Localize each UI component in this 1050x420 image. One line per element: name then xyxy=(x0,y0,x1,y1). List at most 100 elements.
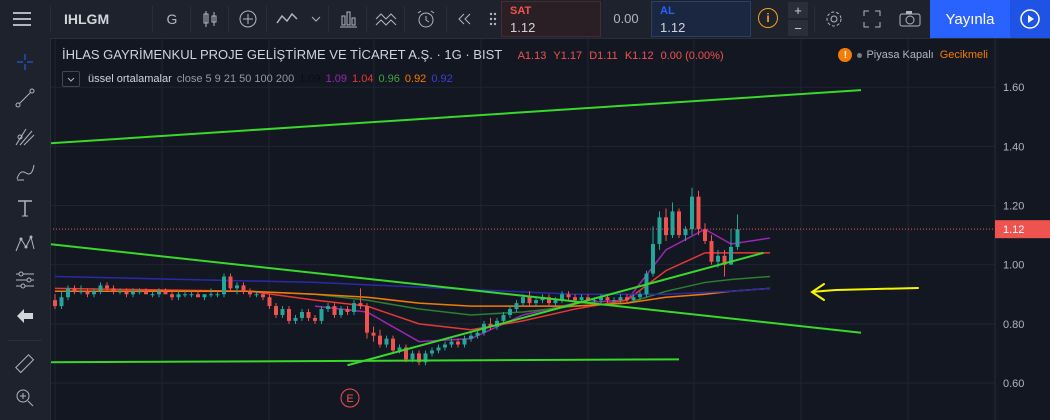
candle-body xyxy=(631,297,636,301)
publish-button[interactable]: Yayınla xyxy=(930,0,1010,38)
fullscreen-icon[interactable] xyxy=(856,0,888,38)
candle-body xyxy=(66,288,70,298)
candle-body xyxy=(384,338,389,345)
market-status[interactable]: ! Piyasa Kapalı Gecikmeli xyxy=(838,48,988,62)
alarm-clock-icon[interactable] xyxy=(408,0,444,38)
ruler-icon[interactable] xyxy=(0,348,50,380)
publish-label: Yayınla xyxy=(945,10,995,28)
text-tool-icon[interactable] xyxy=(0,192,50,224)
menu-icon[interactable] xyxy=(0,0,44,38)
sell-price: 1.12 xyxy=(510,20,536,35)
candle-body xyxy=(729,246,733,265)
indicator-legend: üssel ortalamalar close 5 9 21 50 100 20… xyxy=(62,71,458,87)
candle-body xyxy=(300,312,304,318)
arrow-left-icon[interactable] xyxy=(0,300,50,332)
play-button[interactable] xyxy=(1010,0,1050,38)
y-tick-label: 1.00 xyxy=(1003,260,1024,272)
interval-button[interactable]: G xyxy=(156,0,188,38)
candle-body xyxy=(215,294,220,296)
drawing-toolbar xyxy=(0,38,51,420)
candle-body xyxy=(85,291,90,295)
financials-icon[interactable] xyxy=(370,0,402,38)
candle-body xyxy=(124,291,129,295)
minus-button[interactable]: − xyxy=(788,20,808,36)
zoom-in-icon[interactable] xyxy=(0,382,50,414)
last-price-tag xyxy=(995,220,1050,239)
candle-body xyxy=(618,297,623,301)
plus-button[interactable]: + xyxy=(788,2,808,18)
rewind-icon[interactable] xyxy=(450,0,478,38)
chart-legend: İHLAS GAYRİMENKUL PROJE GELİŞTİRME VE Tİ… xyxy=(62,47,724,62)
compare-icon[interactable] xyxy=(332,0,364,38)
ema-value: 1.04 xyxy=(352,73,374,85)
candle-body xyxy=(579,297,584,301)
candle-body xyxy=(638,294,642,298)
candle-body xyxy=(176,294,181,298)
brush-icon[interactable] xyxy=(0,156,50,188)
candle-body xyxy=(423,353,428,363)
y-tick-label: 1.20 xyxy=(1003,201,1024,213)
candle-body xyxy=(430,350,434,354)
symbol-label: IHLGM xyxy=(64,11,110,27)
candle-body xyxy=(378,335,382,345)
candle-body xyxy=(677,211,681,236)
crosshair-icon[interactable] xyxy=(0,46,50,78)
candle-body xyxy=(547,297,551,304)
candle-body xyxy=(267,297,272,307)
candle-body xyxy=(209,294,213,296)
market-closed-label: Piyasa Kapalı xyxy=(866,49,934,61)
buy-button[interactable]: AL 1.12 xyxy=(651,1,751,37)
ohlc-change: 0.00 (0.00%) xyxy=(660,50,724,62)
candle-body xyxy=(105,285,109,289)
candle-body xyxy=(527,297,532,304)
collapse-chevron-icon[interactable] xyxy=(62,71,80,87)
candle-body xyxy=(657,217,662,244)
play-icon xyxy=(1020,9,1040,29)
pattern-icon[interactable] xyxy=(0,228,50,260)
camera-icon[interactable] xyxy=(894,0,926,38)
candle-body xyxy=(59,297,64,307)
candle-body xyxy=(651,243,655,274)
candle-body xyxy=(371,332,376,336)
add-indicator-icon[interactable] xyxy=(232,0,264,38)
y-tick-label: 0.80 xyxy=(1003,319,1024,331)
ohlc-open: A1.13 xyxy=(517,50,547,62)
candle-body xyxy=(664,217,668,236)
symbol-search-button[interactable]: IHLGM xyxy=(52,0,156,38)
y-tick-label: 0.60 xyxy=(1003,378,1024,390)
candle-body xyxy=(261,294,265,298)
candle-body xyxy=(131,291,135,295)
status-dot-icon xyxy=(857,52,863,58)
drag-handle-icon[interactable] xyxy=(486,0,500,38)
indicators-icon[interactable] xyxy=(270,0,304,38)
candles-icon[interactable] xyxy=(194,0,226,38)
candle-body xyxy=(690,196,694,230)
gear-icon[interactable] xyxy=(818,0,850,38)
candle-body xyxy=(449,341,454,345)
y-tick-label: 1.60 xyxy=(1003,82,1024,94)
ohlc-high: Y1.17 xyxy=(553,50,583,62)
sell-button[interactable]: SAT 1.12 xyxy=(501,1,601,37)
candle-body xyxy=(560,294,564,301)
candle-body xyxy=(287,309,291,321)
trend-line-icon[interactable] xyxy=(0,82,50,114)
candle-body xyxy=(339,309,343,315)
ema-line xyxy=(54,252,770,331)
pitchfork-icon[interactable] xyxy=(0,120,50,152)
indicator-name[interactable]: üssel ortalamalar xyxy=(88,73,172,85)
candle-body xyxy=(735,229,740,247)
interval-label: G xyxy=(166,11,178,27)
candle-body xyxy=(293,317,298,321)
ema-value: 0.92 xyxy=(431,73,453,85)
candle-body xyxy=(222,276,226,295)
candle-body xyxy=(696,196,701,230)
candle-body xyxy=(410,353,415,360)
info-icon[interactable]: i xyxy=(758,8,778,28)
candle-body xyxy=(72,288,77,292)
chevron-down-icon[interactable] xyxy=(305,0,327,38)
measure-icon[interactable] xyxy=(0,264,50,296)
candle-body xyxy=(150,294,155,296)
candle-body xyxy=(202,294,207,298)
candle-body xyxy=(332,306,337,315)
